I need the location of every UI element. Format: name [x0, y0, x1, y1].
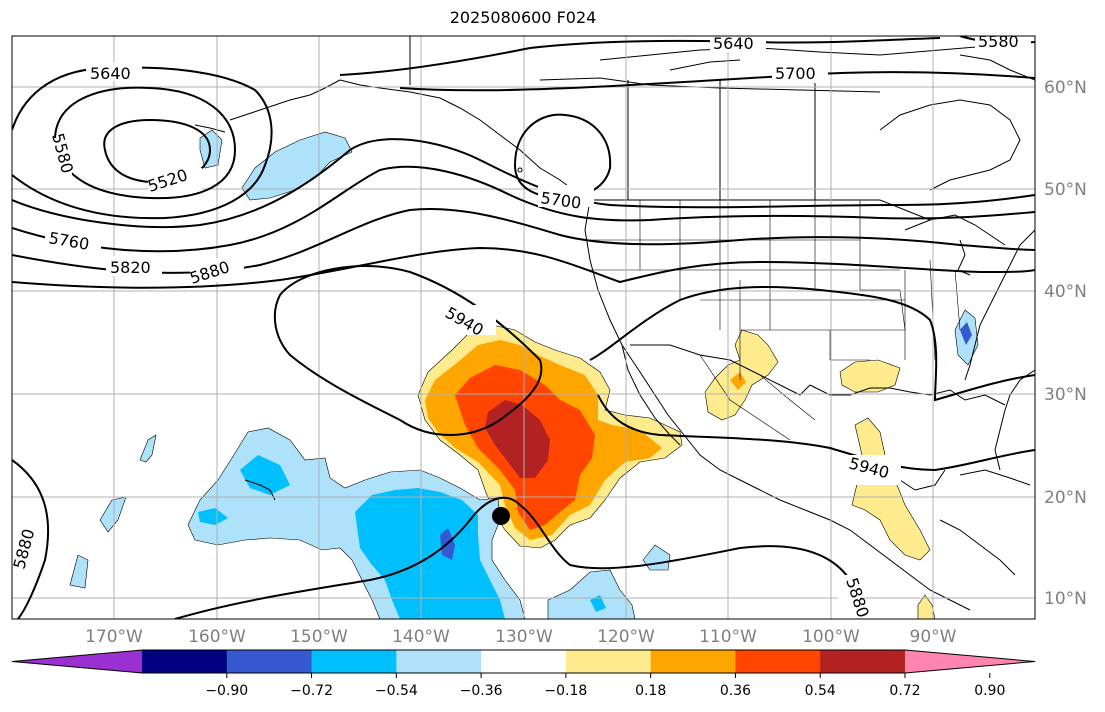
- colorbar-tick-label: −0.54: [375, 683, 418, 699]
- lon-tick-label: 110°W: [699, 627, 757, 647]
- colorbar-segment: [311, 650, 397, 673]
- contour-label: 5580: [978, 32, 1019, 51]
- contour-5880-a: [12, 246, 1035, 289]
- contour-label: 5640: [713, 34, 754, 53]
- colorbar-segment: [396, 650, 482, 673]
- shading-layer: [69, 129, 979, 619]
- colorbar-tick-label: −0.90: [205, 683, 248, 699]
- contour-5700-c: [399, 71, 1035, 92]
- colorbar-tick-label: −0.36: [460, 683, 503, 699]
- lat-tick-label: 20°N: [1044, 488, 1087, 508]
- contour-5880-c: [174, 496, 863, 619]
- negative-anomaly-region-4: [240, 455, 290, 495]
- positive-anomaly-region-6: [839, 359, 901, 393]
- colorbar-tick-label: 0.36: [720, 683, 751, 699]
- lon-tick-label: 150°W: [290, 627, 348, 647]
- lon-tick-label: 90°W: [910, 627, 957, 647]
- colorbar-segment: [820, 650, 906, 673]
- colorbar-tick-label: −0.18: [544, 683, 587, 699]
- contour-5580-a: [53, 86, 237, 200]
- contour-5880-b: [12, 459, 50, 619]
- state-borders-layer: [590, 200, 961, 441]
- negative-anomaly-region-6: [547, 569, 636, 619]
- colorbar-segment: [565, 650, 652, 673]
- negative-anomaly-region-7: [590, 595, 606, 612]
- contour-5640-b: [339, 37, 941, 76]
- coastline-layer: [194, 36, 1035, 611]
- contour-5520: [103, 118, 212, 184]
- storm-center-dot: [492, 507, 510, 525]
- negative-anomaly-region-11: [139, 434, 157, 463]
- negative-anomaly-region-15: [960, 322, 972, 345]
- colorbar: −0.90 −0.72 −0.54 −0.36 −0.18 0.18 0.36 0.54 0.7…: [11, 649, 1036, 699]
- colorbar-tick-label: 0.18: [635, 683, 666, 699]
- contour-5700-a: [12, 138, 1035, 228]
- negative-anomaly-region-10: [99, 496, 127, 533]
- positive-anomaly-region-9: [730, 372, 746, 390]
- plot-frame: [11, 35, 1036, 620]
- colorbar-tick-label: −0.72: [290, 683, 333, 699]
- colorbar-extend-high: [905, 650, 1035, 673]
- colorbar-segment: [226, 650, 313, 673]
- lon-tick-label: 100°W: [802, 627, 860, 647]
- colorbar-outline: [11, 649, 1036, 674]
- lon-tick-label: 170°W: [85, 627, 143, 647]
- colorbar-segment: [650, 650, 736, 673]
- contour-label: 5700: [775, 64, 816, 83]
- contour-5940-b: [589, 286, 1035, 402]
- colorbar-extend-low: [12, 650, 142, 673]
- contour-5760: [12, 165, 1035, 253]
- negative-anomaly-region-9: [69, 554, 89, 589]
- height-contours: [12, 36, 1035, 619]
- contour-label: 5820: [110, 258, 151, 277]
- contour-5940-c: [597, 394, 1035, 472]
- lat-tick-label: 50°N: [1044, 180, 1087, 200]
- lat-tick-label: 30°N: [1044, 385, 1087, 405]
- longitude-labels: 170°W 160°W 150°W 140°W 130°W 120°W 110°…: [85, 627, 957, 647]
- lat-tick-label: 40°N: [1044, 282, 1087, 302]
- map-title: 2025080600 F024: [449, 8, 597, 27]
- lat-tick-label: 10°N: [1044, 589, 1087, 609]
- colorbar-tick-label: 0.90: [974, 683, 1005, 699]
- colorbar-segment: [142, 650, 228, 673]
- negative-anomaly-region-5: [198, 508, 228, 525]
- lon-tick-label: 120°W: [597, 627, 655, 647]
- colorbar-segment: [481, 650, 567, 673]
- lon-tick-label: 160°W: [188, 627, 246, 647]
- latitude-labels: 60°N 50°N 40°N 30°N 20°N 10°N: [1044, 78, 1087, 609]
- lon-tick-label: 140°W: [392, 627, 450, 647]
- colorbar-segment: [735, 650, 821, 673]
- colorbar-tick-label: 0.72: [889, 683, 920, 699]
- contour-5940-a: [273, 265, 543, 436]
- contour-labels: 5640 5580 5520 5760 5820 5880 5700 5700 …: [10, 32, 1031, 620]
- contour-label: 5640: [90, 64, 131, 83]
- negative-anomaly-region-2: [355, 488, 505, 619]
- negative-anomaly-region-12: [241, 131, 353, 201]
- colorbar-tick-label: 0.54: [805, 683, 836, 699]
- lon-tick-label: 130°W: [495, 627, 553, 647]
- lat-tick-label: 60°N: [1044, 78, 1087, 98]
